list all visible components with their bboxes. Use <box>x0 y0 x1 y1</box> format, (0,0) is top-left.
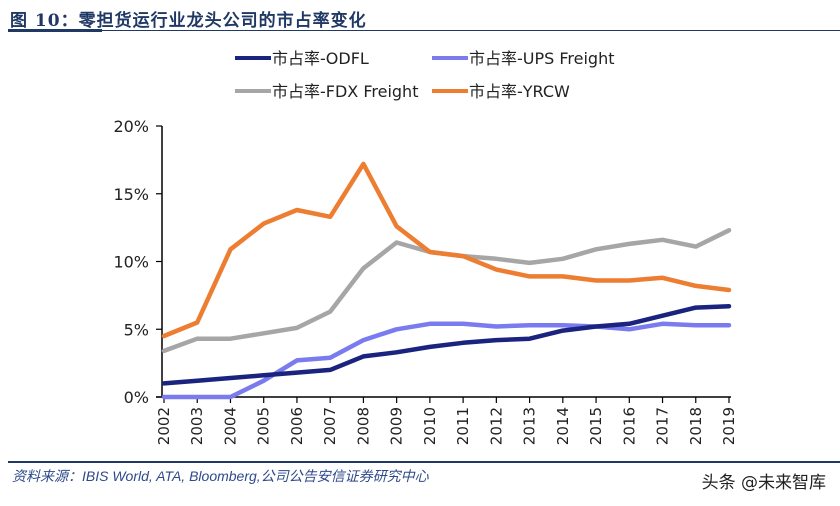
source-note: 资料来源：IBIS World, ATA, Bloomberg,公司公告安信证券… <box>12 468 429 484</box>
y-tick-label: 20% <box>113 117 149 136</box>
y-tick-label: 0% <box>124 388 149 407</box>
series-line-ups-freight <box>161 321 732 400</box>
x-tick-label: 2007 <box>321 407 339 445</box>
y-tick-label: 10% <box>113 253 149 272</box>
x-tick-label: 2016 <box>620 407 638 445</box>
line-chart: 市占率-ODFL 市占率-UPS Freight 市占率-FDX Freight 市占… <box>113 49 738 445</box>
x-tick-label: 2006 <box>288 407 306 445</box>
legend-item-odfl: 市占率-ODFL <box>235 49 369 68</box>
x-tick-label: 2012 <box>487 407 505 445</box>
legend-item-ups-freight: 市占率-UPS Freight <box>432 49 615 68</box>
x-tick-label: 2002 <box>155 407 173 445</box>
series-line-odfl <box>161 303 732 386</box>
chart-series <box>161 161 732 400</box>
x-tick-label: 2010 <box>421 407 439 445</box>
watermark: 头条 @未来智库 <box>701 473 826 493</box>
legend-label: 市占率-YRCW <box>469 82 570 101</box>
legend-item-yrcw: 市占率-YRCW <box>432 82 570 101</box>
y-tick-label: 5% <box>124 320 149 339</box>
x-tick-label: 2018 <box>687 407 705 445</box>
legend-label: 市占率-UPS Freight <box>469 49 615 68</box>
chart-axes: 0% 5% 10% 15% 20% 2002 2003 2004 2005 2006 2007 200… <box>113 117 738 445</box>
footer-divider <box>8 461 840 463</box>
x-tick-label: 2009 <box>388 407 406 445</box>
x-tick-label: 2013 <box>521 407 539 445</box>
chart-legend: 市占率-ODFL 市占率-UPS Freight 市占率-FDX Freight 市占… <box>235 49 615 101</box>
x-tick-label: 2019 <box>720 407 738 445</box>
x-tick-label: 2015 <box>587 407 605 445</box>
title-divider <box>8 30 840 31</box>
figure-title: 图 10：零担货运行业龙头公司的市占率变化 <box>10 11 367 31</box>
x-tick-label: 2003 <box>188 407 206 445</box>
x-tick-label: 2005 <box>255 407 273 445</box>
legend-item-fdx-freight: 市占率-FDX Freight <box>235 82 418 101</box>
x-tick-label: 2014 <box>554 407 572 445</box>
x-tick-label: 2008 <box>354 407 372 445</box>
series-line-fdx-freight <box>161 228 732 354</box>
y-tick-label: 15% <box>113 185 149 204</box>
legend-label: 市占率-FDX Freight <box>272 82 418 101</box>
series-line-yrcw <box>161 161 732 339</box>
x-tick-label: 2011 <box>454 407 472 445</box>
legend-label: 市占率-ODFL <box>272 49 369 68</box>
x-tick-label: 2017 <box>654 407 672 445</box>
x-tick-label: 2004 <box>221 407 239 445</box>
title-divider-accent <box>8 29 102 32</box>
